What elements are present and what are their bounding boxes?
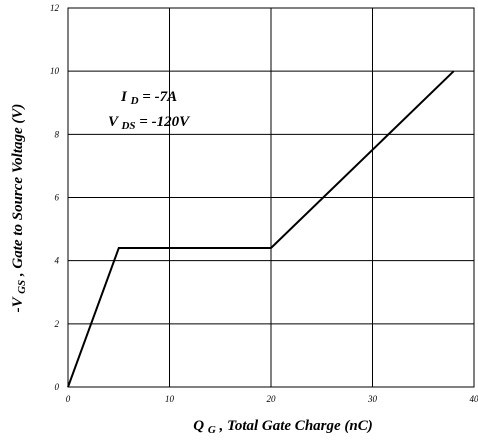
annotation-drain-current-subscript: D [130, 95, 139, 107]
annotation-drain-source-voltage-subscript: DS [120, 120, 135, 132]
grid-lines [68, 8, 474, 387]
y-tick-label: 12 [50, 3, 60, 13]
series-layer [67, 70, 455, 388]
y-axis-title-subscript: GS [16, 280, 28, 294]
x-tick-label: 40 [470, 394, 478, 404]
plot-frame [67, 7, 475, 388]
x-axis-title-subscript: G [208, 424, 216, 436]
y-tick-label: 8 [55, 129, 60, 139]
y-tick-label: 2 [55, 319, 60, 329]
x-tick-label: 30 [367, 394, 378, 404]
y-axis-title-text: , Gate to Source Voltage (V) [10, 104, 26, 278]
y-tick-label: 0 [55, 382, 60, 392]
y-tick-labels: 0 2 4 6 8 10 12 [50, 3, 60, 392]
y-tick-label: 6 [55, 193, 60, 203]
annotation-drain-current-value: = -7A [142, 89, 177, 105]
x-axis-title: Q G , Total Gate Charge (nC) [193, 418, 373, 437]
x-tick-labels: 0 10 20 30 40 [66, 394, 478, 404]
y-axis-title: -V GS , Gate to Source Voltage (V) [10, 104, 29, 313]
annotation-drain-source-voltage-value: = -120V [139, 114, 191, 130]
annotation-drain-source-voltage-symbol: V [108, 114, 120, 130]
annotation-drain-source-voltage: V DS = -120V [108, 114, 191, 133]
x-axis-title-text: , Total Gate Charge (nC) [219, 418, 373, 434]
y-tick-label: 10 [50, 66, 60, 76]
y-tick-label: 4 [55, 256, 60, 266]
y-axis-title-symbol: -V [10, 295, 26, 312]
annotation-drain-current: I D = -7A [120, 89, 177, 108]
x-tick-label: 20 [267, 394, 277, 404]
annotation-drain-current-symbol: I [120, 89, 128, 105]
x-tick-label: 0 [66, 394, 71, 404]
x-axis-title-symbol: Q [193, 418, 204, 434]
series-line [67, 70, 455, 388]
x-tick-label: 10 [165, 394, 175, 404]
